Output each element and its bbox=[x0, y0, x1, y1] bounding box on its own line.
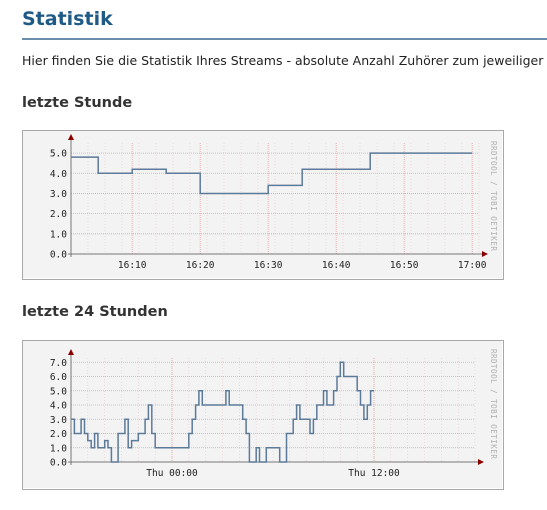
rrdtool-watermark: RRDTOOL / TOBI OETIKER bbox=[489, 141, 498, 251]
x-tick-label: 16:40 bbox=[322, 260, 351, 271]
rrdtool-watermark: RRDTOOL / TOBI OETIKER bbox=[489, 349, 498, 459]
chart-last-hour: 0.0 1.0 2.0 3.0 4.0 5.0 16:10 16:20 16:30 16:40 16… bbox=[22, 130, 504, 280]
x-tick-label: Thu 12:00 bbox=[348, 468, 400, 479]
y-axis-arrow bbox=[68, 349, 74, 355]
x-tick-label: 16:30 bbox=[254, 260, 283, 271]
y-tick-label: 7.0 bbox=[50, 358, 67, 369]
x-tick-label: 16:50 bbox=[390, 260, 419, 271]
x-tick-label: Thu 00:00 bbox=[146, 468, 198, 479]
y-tick-label: 6.0 bbox=[50, 372, 67, 383]
series-line bbox=[71, 361, 374, 463]
section-title-last-24-hours: letzte 24 Stunden bbox=[22, 304, 168, 320]
y-tick-label: 1.0 bbox=[50, 443, 67, 454]
intro-text: Hier finden Sie die Statistik Ihres Stre… bbox=[22, 53, 544, 68]
x-axis-arrow bbox=[482, 251, 488, 257]
x-tick-label: 16:20 bbox=[186, 260, 215, 271]
series-line bbox=[71, 152, 473, 195]
y-tick-label: 2.0 bbox=[50, 209, 67, 220]
y-tick-label: 5.0 bbox=[50, 386, 67, 397]
title-divider bbox=[22, 38, 547, 40]
y-tick-label: 1.0 bbox=[50, 229, 67, 240]
y-tick-label: 2.0 bbox=[50, 429, 67, 440]
y-tick-label: 0.0 bbox=[50, 250, 67, 261]
chart-last-hour-svg: 0.0 1.0 2.0 3.0 4.0 5.0 16:10 16:20 16:30 16:40 16… bbox=[50, 134, 498, 271]
y-axis-arrow bbox=[68, 134, 74, 140]
y-tick-label: 3.0 bbox=[50, 415, 67, 426]
y-tick-label: 5.0 bbox=[50, 149, 67, 160]
y-tick-label: 3.0 bbox=[50, 189, 67, 200]
x-tick-label: 16:10 bbox=[118, 260, 147, 271]
y-tick-label: 0.0 bbox=[50, 458, 67, 469]
page-title: Statistik bbox=[22, 8, 113, 30]
y-tick-label: 4.0 bbox=[50, 401, 67, 412]
y-tick-label: 4.0 bbox=[50, 169, 67, 180]
chart-last-24-hours: 0.0 1.0 2.0 3.0 4.0 5.0 6.0 7.0 Thu 00:00 Thu 12:… bbox=[22, 340, 504, 490]
section-title-last-hour: letzte Stunde bbox=[22, 95, 133, 111]
x-tick-label: 17:00 bbox=[458, 260, 487, 271]
chart-last-24-hours-svg: 0.0 1.0 2.0 3.0 4.0 5.0 6.0 7.0 Thu 00:00 Thu 12:… bbox=[50, 349, 498, 479]
x-axis-arrow bbox=[478, 459, 484, 465]
